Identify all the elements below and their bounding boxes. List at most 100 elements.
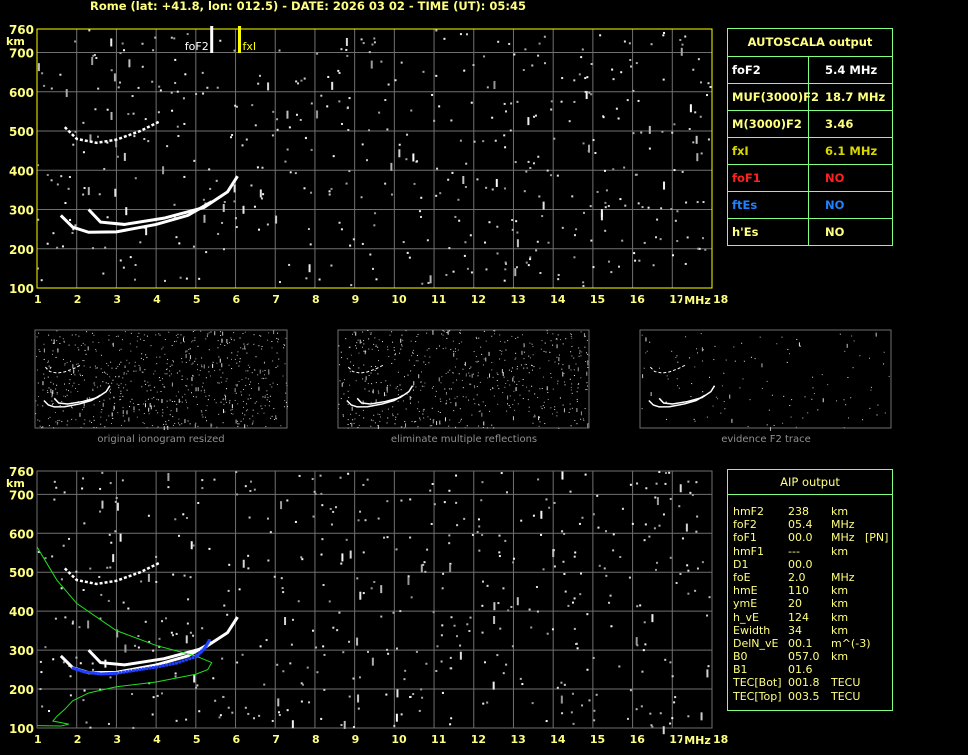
noise-dot (186, 33, 189, 36)
noise-dot (356, 577, 359, 580)
noise-dot (183, 122, 186, 125)
trace (45, 364, 82, 374)
noise-dot (264, 397, 266, 399)
noise-dot (570, 425, 572, 427)
noise-dot (422, 413, 424, 415)
noise-dot (169, 414, 171, 416)
noise-dot (456, 524, 459, 527)
noise-dot (379, 416, 381, 418)
noise-dot (247, 409, 249, 411)
noise-dot (285, 392, 287, 394)
noise-dot (688, 128, 691, 131)
noise-dot (236, 362, 238, 364)
noise-dot (459, 33, 462, 36)
noise-dot (159, 379, 161, 381)
noise-dot (181, 357, 183, 359)
noise-dot (541, 387, 543, 389)
noise-dot (191, 341, 193, 343)
noise-dot (359, 339, 361, 344)
noise-dot (96, 427, 98, 429)
noise-dot (118, 387, 120, 389)
noise-dot (371, 657, 374, 666)
noise-dot (122, 415, 124, 417)
noise-dot (418, 411, 420, 413)
noise-dot (669, 661, 672, 664)
noise-dot (170, 410, 172, 412)
param-name: Ewidth (733, 623, 771, 637)
noise-dot (242, 333, 244, 335)
noise-dot (658, 471, 661, 474)
noise-dot (276, 384, 278, 386)
noise-dot (207, 399, 209, 401)
noise-dot (648, 535, 651, 538)
y-tick-label: 700 (9, 47, 34, 61)
noise-dot (684, 262, 687, 265)
noise-dot (184, 73, 187, 76)
noise-dot (68, 390, 70, 392)
noise-dot (670, 208, 673, 211)
noise-dot (258, 228, 261, 231)
noise-dot (174, 400, 176, 402)
noise-dot (416, 336, 418, 338)
noise-dot (51, 404, 53, 406)
noise-dot (348, 640, 351, 643)
noise-dot (275, 215, 278, 224)
noise-dot (141, 65, 144, 68)
y-tick-label: 600 (9, 527, 34, 541)
noise-dot (380, 585, 383, 594)
noise-dot (46, 242, 49, 245)
noise-dot (122, 377, 124, 379)
noise-dot (450, 616, 453, 619)
noise-dot (257, 82, 260, 85)
param-name: foF2 (728, 57, 809, 83)
noise-dot (64, 383, 66, 385)
noise-dot (247, 712, 250, 715)
noise-dot (836, 400, 838, 402)
noise-dot (113, 397, 115, 399)
noise-dot (242, 559, 245, 568)
noise-dot (201, 411, 203, 413)
noise-dot (700, 333, 702, 335)
noise-dot (191, 384, 193, 386)
noise-dot (699, 81, 702, 84)
noise-dot (723, 401, 725, 403)
noise-dot (75, 388, 77, 390)
noise-dot (385, 380, 387, 382)
noise-dot (410, 340, 412, 342)
noise-dot (126, 359, 128, 361)
noise-dot (649, 341, 651, 343)
noise-dot (185, 361, 187, 363)
noise-dot (230, 409, 232, 411)
noise-dot (445, 392, 447, 394)
noise-dot (95, 348, 97, 350)
noise-dot (476, 386, 478, 388)
noise-dot (587, 144, 590, 153)
x-tick-label: 2 (74, 733, 82, 746)
noise-dot (35, 413, 37, 415)
noise-dot (353, 331, 355, 333)
noise-dot (53, 339, 55, 344)
noise-dot (624, 204, 627, 207)
noise-dot (182, 97, 185, 100)
noise-dot (42, 389, 44, 391)
x-tick-label: 7 (272, 733, 280, 746)
noise-dot (102, 372, 104, 374)
noise-dot (122, 601, 125, 604)
noise-dot (686, 564, 689, 567)
noise-dot (378, 111, 381, 114)
noise-dot (244, 345, 246, 350)
noise-dot (528, 390, 530, 392)
noise-dot (662, 78, 665, 81)
noise-dot (466, 267, 469, 270)
noise-dot (162, 166, 165, 175)
noise-dot (585, 389, 587, 391)
noise-dot (523, 351, 525, 353)
noise-dot (261, 166, 264, 169)
noise-dot (515, 220, 518, 223)
param-value: NO (825, 171, 845, 185)
noise-dot (643, 367, 645, 369)
noise-dot (478, 525, 481, 528)
noise-dot (191, 363, 193, 365)
noise-dot (188, 359, 190, 361)
